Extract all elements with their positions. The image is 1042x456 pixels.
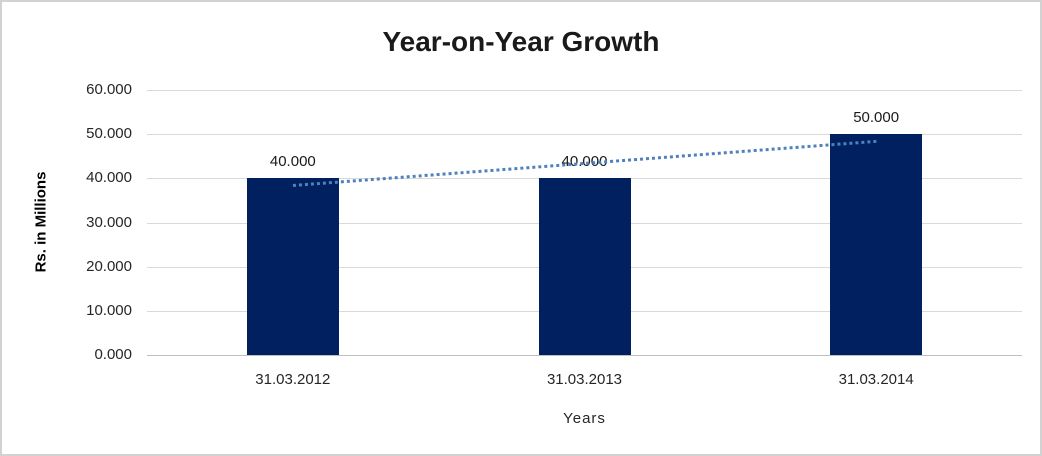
gridline [147, 134, 1022, 136]
y-tick-label: 40.000 [86, 169, 132, 186]
bar-data-label: 40.000 [561, 153, 608, 171]
x-tick-label: 31.03.2012 [255, 371, 331, 388]
x-axis-labels: 31.03.2012 31.03.2013 31.03.2014 [147, 355, 1022, 395]
bar: 40.000 [538, 153, 631, 355]
bar: 50.000 [830, 109, 923, 355]
y-tick-label: 50.000 [86, 125, 132, 142]
y-tick-label: 60.000 [86, 81, 132, 98]
bar-data-label: 40.000 [269, 153, 316, 171]
y-tick-label: 0.000 [94, 346, 132, 363]
y-tick-label: 20.000 [86, 258, 132, 275]
bar-data-label: 50.000 [853, 109, 900, 127]
y-tick-label: 10.000 [86, 302, 132, 319]
x-axis-title: Years [563, 410, 606, 427]
gridline [147, 90, 1022, 91]
bar: 40.000 [246, 153, 339, 355]
x-tick-label: 31.03.2013 [546, 371, 623, 388]
x-tick-label: 31.03.2014 [838, 371, 914, 388]
y-tick-label: 30.000 [86, 214, 132, 231]
chart-title: Year-on-Year Growth [382, 26, 660, 57]
x-axis-line [147, 355, 1022, 356]
plot-area: 40.000 40.000 50.000 [147, 90, 1022, 356]
